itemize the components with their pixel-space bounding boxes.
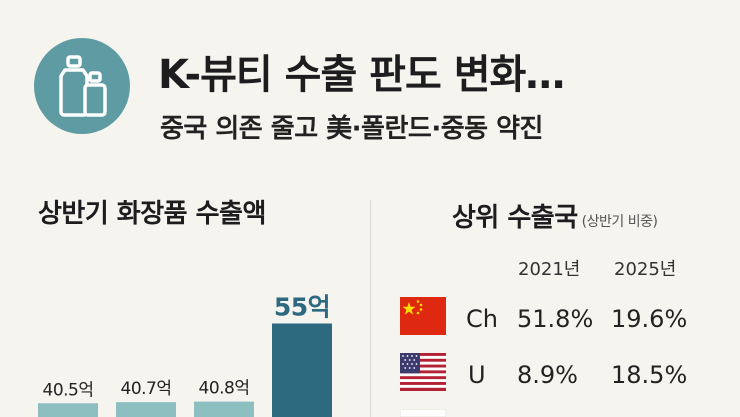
exports-chart-title: 상반기 화장품 수출액 bbox=[38, 199, 266, 229]
top-countries-title-text: 상위 수출국 bbox=[452, 203, 578, 233]
usa-flag-icon bbox=[400, 353, 446, 391]
cosmetic-bottles-icon bbox=[59, 55, 107, 117]
bar-value-label-4: 55억 bbox=[274, 293, 330, 322]
exports-bar-chart: 40.5억 40.7억 40.8억 55억 bbox=[38, 293, 332, 417]
china-flag-icon bbox=[400, 297, 446, 335]
bar-4 bbox=[272, 323, 332, 417]
top-countries-note: (상반기 비중) bbox=[581, 214, 658, 230]
section-divider bbox=[370, 200, 371, 417]
year-header-2021: 2021년 bbox=[518, 259, 581, 280]
bar-1 bbox=[38, 403, 98, 417]
country-label-china: Ch bbox=[466, 305, 498, 333]
share-china-2021: 51.8% bbox=[517, 305, 594, 333]
bar-3 bbox=[194, 401, 254, 417]
third-country-flag-icon bbox=[400, 409, 446, 417]
bar-value-label-1: 40.5억 bbox=[43, 380, 94, 400]
cosmetics-logo bbox=[34, 38, 130, 134]
share-usa-2021: 8.9% bbox=[517, 361, 578, 389]
page-subtitle: 중국 의존 줄고 美·폴란드·중동 약진 bbox=[160, 114, 543, 144]
top-countries-title: 상위 수출국 (상반기 비중) bbox=[452, 197, 658, 234]
bar-value-label-3: 40.8억 bbox=[199, 379, 250, 399]
country-label-usa: U bbox=[468, 361, 486, 389]
year-header-2025: 2025년 bbox=[614, 259, 677, 280]
share-china-2025: 19.6% bbox=[611, 305, 688, 333]
bar-value-label-2: 40.7억 bbox=[121, 379, 172, 399]
page-title: K-뷰티 수출 판도 변화… bbox=[158, 52, 565, 98]
bar-2 bbox=[116, 402, 176, 417]
share-usa-2025: 18.5% bbox=[611, 361, 688, 389]
